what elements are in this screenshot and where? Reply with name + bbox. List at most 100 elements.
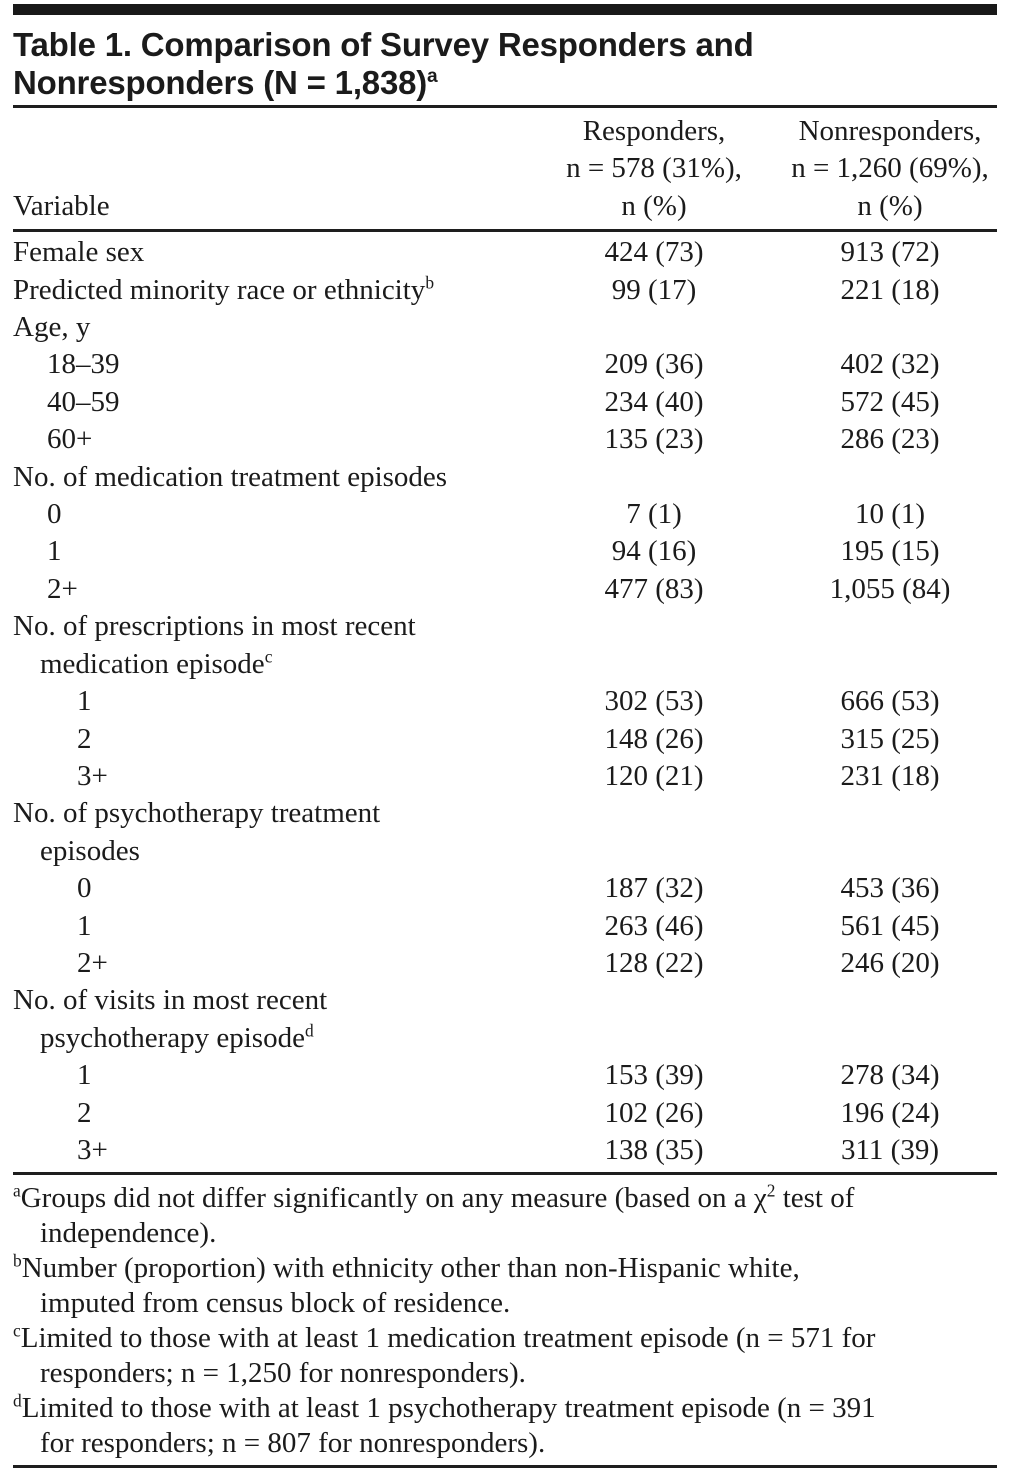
row-label: 0 xyxy=(47,498,62,531)
row-label: No. of prescriptions in most recent xyxy=(13,610,416,643)
variable-cell: 18–39 xyxy=(13,346,525,383)
variable-cell: 40–59 xyxy=(13,384,525,421)
superscript: 2 xyxy=(766,1180,776,1201)
nonresponders-value: 246 (20) xyxy=(840,946,940,979)
variable-cell: Predicted minority race or ethnicityb xyxy=(13,272,525,309)
responders-value: 120 (21) xyxy=(604,759,704,792)
responders-value: 302 (53) xyxy=(604,685,704,718)
nonresponders-value xyxy=(783,309,997,346)
title-footnote-marker-a: a xyxy=(427,66,438,87)
nonresponders-value: 311 (39) xyxy=(841,1133,939,1166)
nonresponders-value xyxy=(783,795,997,870)
responders-value xyxy=(525,982,783,1057)
table-row: 1 153 (39) 278 (34) xyxy=(13,1057,997,1094)
responders-value xyxy=(525,459,783,496)
nonresponders-header-line-3: n (%) xyxy=(857,189,923,222)
variable-cell: 2+ xyxy=(13,571,525,608)
nonresponders-header-line-1: Nonresponders, xyxy=(798,115,982,147)
variable-cell: 1 xyxy=(13,533,525,570)
row-label-continuation: episodes xyxy=(40,834,140,867)
column-header-variable: Variable xyxy=(13,189,110,222)
responders-value: 477 (83) xyxy=(604,572,704,605)
header-divider xyxy=(13,229,997,233)
table-row: Age, y xyxy=(13,309,997,346)
row-label: 1 xyxy=(77,685,92,718)
bottom-divider xyxy=(13,1465,997,1469)
variable-cell: No. of medication treatment episodes xyxy=(13,459,525,496)
row-label: No. of psychotherapy treatment xyxy=(13,797,381,830)
table-row: 18–39 209 (36) 402 (32) xyxy=(13,346,997,383)
row-label: Predicted minority race or ethnicityb xyxy=(13,271,435,306)
variable-cell: 2 xyxy=(13,1095,525,1132)
responders-value: 99 (17) xyxy=(611,273,697,306)
row-label: 2 xyxy=(77,722,92,755)
responders-value xyxy=(525,608,783,683)
row-label: 40–59 xyxy=(47,385,120,418)
nonresponders-header-line-2: n = 1,260 (69%), xyxy=(791,152,989,185)
footnote-marker-c: c xyxy=(264,646,273,667)
footnote-marker-b: b xyxy=(425,271,435,292)
row-label: 18–39 xyxy=(47,348,120,381)
table-header-row: Variable Responders, n = 578 (31%), n (%… xyxy=(13,108,997,229)
responders-value: 102 (26) xyxy=(604,1096,704,1129)
responders-header-line-3: n (%) xyxy=(621,189,687,222)
footnote-marker-b: b xyxy=(13,1250,22,1271)
responders-value: 234 (40) xyxy=(604,385,704,418)
variable-cell: 3+ xyxy=(13,758,525,795)
footnote-c: cLimited to those with at least 1 medica… xyxy=(13,1320,876,1390)
nonresponders-value: 913 (72) xyxy=(840,236,940,269)
table-title: Table 1. Comparison of Survey Responders… xyxy=(13,26,997,102)
responders-value xyxy=(525,309,783,346)
body-divider xyxy=(13,1172,997,1176)
responders-value: 263 (46) xyxy=(604,909,704,942)
variable-cell: 2 xyxy=(13,721,525,758)
footnote-marker-a: a xyxy=(13,1180,21,1201)
table-row: 2 148 (26) 315 (25) xyxy=(13,721,997,758)
table-row: No. of medication treatment episodes xyxy=(13,459,997,496)
variable-cell: Female sex xyxy=(13,234,525,271)
title-divider xyxy=(13,105,997,108)
responders-value: 94 (16) xyxy=(611,535,697,568)
table-row: No. of psychotherapy treatment episodes xyxy=(13,795,997,870)
responders-header-line-1: Responders, xyxy=(582,115,726,147)
top-bar xyxy=(13,4,997,15)
footnote-marker-d: d xyxy=(13,1390,22,1411)
responders-value xyxy=(525,795,783,870)
row-label: No. of visits in most recent xyxy=(13,984,328,1017)
table-row: 60+ 135 (23) 286 (23) xyxy=(13,421,997,458)
table-title-line-1: Table 1. Comparison of Survey Responders… xyxy=(13,26,754,63)
responders-value: 153 (39) xyxy=(604,1059,704,1092)
row-label: 60+ xyxy=(47,423,93,456)
responders-value: 138 (35) xyxy=(604,1133,704,1166)
table-row: No. of prescriptions in most recent medic… xyxy=(13,608,997,683)
responders-value: 187 (32) xyxy=(604,872,704,905)
table-row: 3+ 138 (35) 311 (39) xyxy=(13,1132,997,1169)
footnote-a: aGroups did not differ significantly on … xyxy=(13,1180,855,1250)
row-label: Female sex xyxy=(13,236,145,269)
footnotes-section: aGroups did not differ significantly on … xyxy=(13,1175,997,1465)
footnote-b: bNumber (proportion) with ethnicity othe… xyxy=(13,1250,800,1320)
nonresponders-value xyxy=(783,982,997,1057)
row-label: 1 xyxy=(77,1059,92,1092)
row-label-continuation: psychotherapy episoded xyxy=(40,1020,314,1054)
row-label: 1 xyxy=(47,535,62,568)
row-label: 0 xyxy=(77,872,92,905)
table-row: 3+ 120 (21) 231 (18) xyxy=(13,758,997,795)
column-header-responders: Responders, n = 578 (31%), n (%) xyxy=(525,113,783,225)
variable-cell: 2+ xyxy=(13,945,525,982)
variable-cell: 0 xyxy=(13,870,525,907)
row-label: Age, y xyxy=(13,311,91,344)
nonresponders-value: 195 (15) xyxy=(840,535,940,568)
responders-header-line-2: n = 578 (31%), xyxy=(566,152,742,185)
nonresponders-value: 561 (45) xyxy=(840,909,940,942)
nonresponders-value: 402 (32) xyxy=(840,348,940,381)
nonresponders-value: 10 (1) xyxy=(854,498,926,531)
responders-value: 128 (22) xyxy=(604,946,704,979)
table-row: 1 94 (16) 195 (15) xyxy=(13,533,997,570)
table-row: 1 302 (53) 666 (53) xyxy=(13,683,997,720)
footnote-marker-d: d xyxy=(304,1020,314,1041)
variable-cell: 1 xyxy=(13,683,525,720)
table-row: 1 263 (46) 561 (45) xyxy=(13,908,997,945)
table-row: 0 7 (1) 10 (1) xyxy=(13,496,997,533)
